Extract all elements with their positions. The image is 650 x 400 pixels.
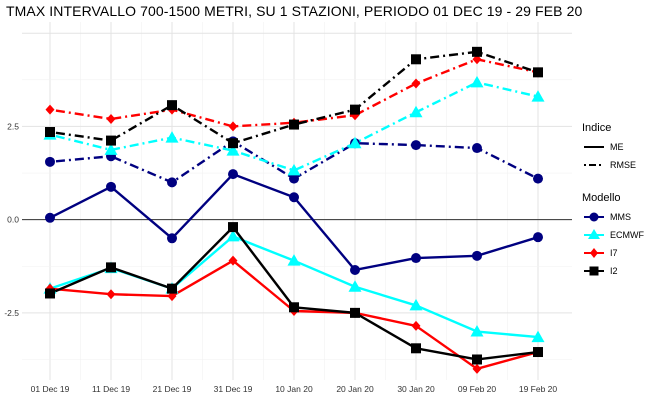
point-mms-me: [472, 250, 482, 261]
x-tick-label: 21 Dec 19: [153, 384, 192, 394]
point-mms-me: [411, 253, 421, 264]
y-tick-label: -2.5: [4, 308, 19, 318]
legend-item-ecmwf: ECMWF: [582, 226, 644, 244]
point-i2-me: [533, 347, 543, 358]
legend-key-i7: [584, 248, 604, 258]
legend-key-mms: [584, 212, 604, 222]
point-mms-me: [350, 264, 360, 275]
point-i2-me: [350, 307, 360, 318]
y-tick-label: 0.0: [7, 215, 19, 225]
point-ecmwf-me: [348, 280, 362, 292]
point-mms-me: [45, 212, 55, 223]
legend-title-indice: Indice: [582, 122, 612, 134]
point-i7-me: [228, 255, 238, 266]
point-i2-rmse: [350, 104, 360, 115]
point-i2-rmse: [472, 46, 482, 57]
point-mms-me: [167, 233, 177, 244]
point-mms-rmse: [533, 173, 543, 184]
point-i2-me: [411, 343, 421, 354]
x-tick-label: 19 Feb 20: [519, 384, 558, 394]
point-ecmwf-me: [470, 325, 484, 337]
point-i2-me: [472, 354, 482, 365]
x-tick-label: 11 Dec 19: [92, 384, 130, 394]
legend-item-rmse: RMSE: [582, 156, 636, 174]
axis-labels: 01 Dec 19 11 Dec 19 21 Dec 19 31 Dec 19 10 J…: [4, 121, 557, 394]
x-tick-label: 10 Jan 20: [275, 384, 313, 394]
legend-label-i7: I7: [610, 248, 618, 258]
series-markers: [43, 46, 545, 374]
legend-key-dotdash: [584, 164, 604, 166]
point-mms-rmse: [472, 143, 482, 154]
point-ecmwf-rmse: [104, 143, 118, 155]
x-tick-label: 20 Jan 20: [336, 384, 374, 394]
point-ecmwf-rmse: [409, 105, 423, 118]
point-i2-rmse: [533, 67, 543, 78]
point-i7-rmse: [228, 121, 238, 132]
point-i2-rmse: [289, 119, 299, 130]
legend-title-modello: Modello: [582, 192, 621, 204]
point-ecmwf-me: [226, 229, 240, 242]
point-ecmwf-rmse: [531, 90, 545, 102]
legend-label-me: ME: [610, 142, 624, 152]
legend-item-mms: MMS: [582, 208, 631, 226]
legend-modello: Modello MMS ECMWF I7 I2: [582, 192, 644, 280]
point-ecmwf-me: [287, 254, 301, 266]
point-i2-me: [228, 222, 238, 233]
legend-item-me: ME: [582, 138, 624, 156]
point-mms-me: [228, 169, 238, 180]
point-ecmwf-rmse: [470, 75, 484, 88]
point-i2-me: [167, 283, 177, 294]
legend-label-i2: I2: [610, 266, 618, 276]
point-mms-rmse: [411, 140, 421, 151]
legend-key-ecmwf: [584, 229, 604, 239]
point-i7-me: [106, 289, 116, 300]
point-mms-rmse: [167, 177, 177, 188]
legend-indice: Indice ME RMSE: [582, 122, 636, 174]
point-i2-me: [106, 262, 116, 273]
legend-item-i2: I2: [582, 262, 621, 280]
point-mms-me: [289, 192, 299, 203]
legend-key-solid: [584, 146, 604, 148]
legend-label-ecmwf: ECMWF: [610, 230, 644, 240]
point-ecmwf-rmse: [348, 136, 362, 149]
point-ecmwf-rmse: [226, 144, 240, 156]
legend-item-i7: I7: [582, 244, 621, 262]
legend-label-rmse: RMSE: [610, 160, 637, 170]
point-mms-rmse: [289, 173, 299, 184]
point-mms-rmse: [45, 156, 55, 167]
point-mms-me: [533, 232, 543, 243]
point-i7-rmse: [411, 78, 421, 89]
legend-label-mms: MMS: [610, 212, 631, 222]
x-tick-label: 31 Dec 19: [214, 384, 253, 394]
point-i2-rmse: [411, 54, 421, 65]
x-tick-label: 30 Jan 20: [397, 384, 435, 394]
point-i7-me: [411, 320, 421, 331]
point-ecmwf-me: [531, 330, 545, 343]
series-line-ecmwf-rmse: [49, 81, 539, 172]
legend-key-i2: [584, 266, 604, 276]
point-i7-rmse: [106, 113, 116, 124]
y-tick-label: 2.5: [7, 121, 19, 131]
point-mms-me: [106, 181, 116, 192]
point-i2-me: [289, 302, 299, 313]
x-tick-label: 09 Feb 20: [458, 384, 497, 394]
point-i2-rmse: [228, 138, 238, 149]
point-i2-rmse: [167, 100, 177, 111]
chart-title: TMAX INTERVALLO 700-1500 METRI, SU 1 STA…: [6, 3, 583, 19]
point-i2-me: [45, 288, 55, 299]
point-i7-rmse: [45, 104, 55, 115]
x-tick-label: 01 Dec 19: [31, 384, 70, 394]
point-i7-me: [472, 363, 482, 374]
point-ecmwf-rmse: [165, 131, 179, 143]
point-ecmwf-me: [409, 298, 423, 311]
point-i2-rmse: [45, 127, 55, 138]
point-i2-rmse: [106, 135, 116, 146]
point-ecmwf-rmse: [287, 163, 301, 176]
